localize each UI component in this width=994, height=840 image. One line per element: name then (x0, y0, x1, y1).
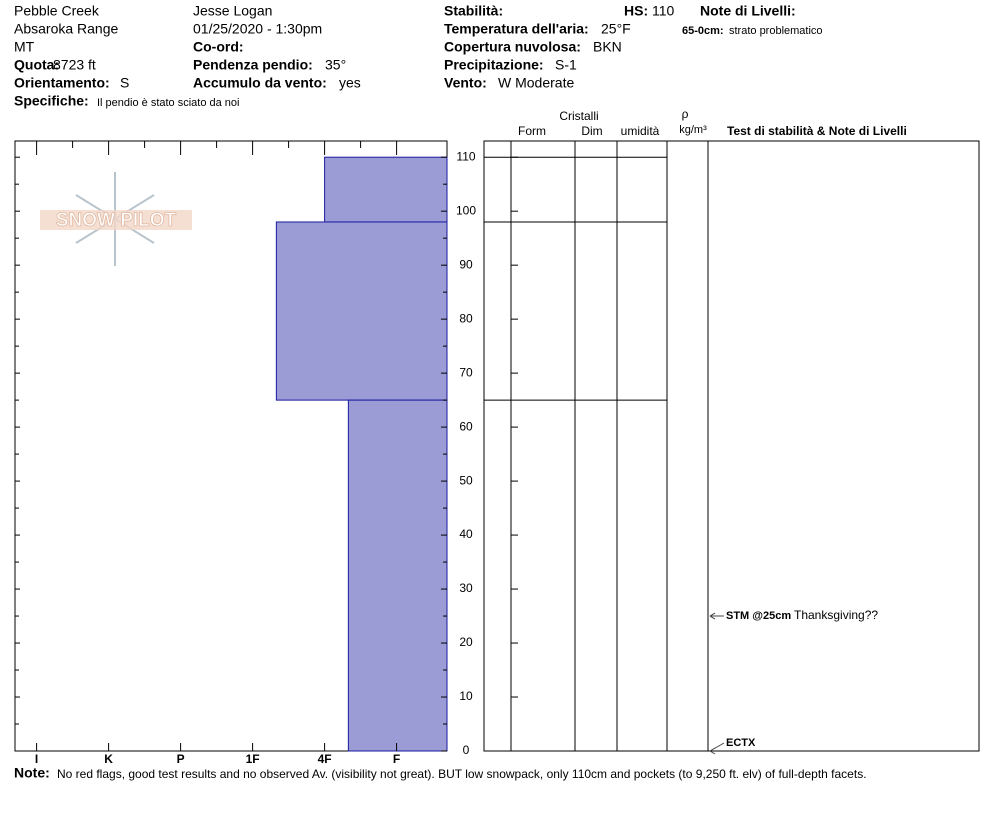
column-header: Test di stabilità & Note di Livelli (727, 124, 907, 138)
y-tick-label: 70 (459, 365, 473, 379)
label: HS: (624, 3, 648, 19)
value: strato problematico (729, 25, 823, 37)
label: 65-0cm: (682, 25, 724, 37)
range: Absaroka Range (14, 21, 119, 37)
column-header: ρ (682, 107, 689, 121)
y-tick-label: 10 (459, 689, 473, 703)
x-tick-label: F (393, 752, 400, 766)
value: BKN (593, 39, 622, 55)
datetime: 01/25/2020 - 1:30pm (193, 21, 322, 37)
label: Note di Livelli: (700, 3, 796, 19)
state: MT (14, 39, 35, 55)
y-tick-label: 50 (459, 473, 473, 487)
label: Quota: (14, 57, 59, 73)
column-header: Dim (581, 124, 602, 138)
value: yes (339, 75, 361, 91)
y-tick-label: 90 (459, 257, 473, 271)
label: Temperatura dell'aria: (444, 21, 589, 37)
value: 110 (652, 3, 675, 19)
note: No red flags, good test results and no o… (57, 767, 867, 781)
value: 35° (325, 57, 346, 73)
layer-bar (324, 156, 448, 223)
test-note: Thanksgiving?? (794, 608, 878, 622)
column-header: umidità (621, 124, 660, 138)
label: Pendenza pendio: (193, 57, 313, 73)
label: Orientamento: (14, 75, 110, 91)
layer-panel (483, 140, 980, 752)
label: Specifiche: (14, 93, 89, 109)
logo-band (40, 210, 192, 230)
column-header: Form (518, 124, 546, 138)
x-tick-label: P (177, 752, 185, 766)
label: Accumulo da vento: (193, 75, 327, 91)
x-tick-label: K (104, 752, 113, 766)
label: Note: (14, 765, 50, 781)
location: Pebble Creek (14, 3, 100, 19)
column-header: kg/m³ (679, 124, 707, 136)
logo-text: SNOW PILOT (56, 210, 177, 231)
value: 8723 ft (53, 57, 96, 73)
y-tick-label: 40 (459, 527, 473, 541)
x-tick-label: I (35, 752, 38, 766)
y-tick-label: 0 (463, 743, 470, 757)
value: Il pendio è stato sciato da noi (97, 97, 239, 109)
column-header: Cristalli (559, 109, 598, 123)
column-dividers (510, 141, 709, 751)
y-tick-label: 20 (459, 635, 473, 649)
value: W Moderate (498, 75, 574, 91)
label: Precipitazione: (444, 57, 544, 73)
test-arrow (709, 742, 725, 755)
x-tick-label: 1F (246, 752, 260, 766)
x-tick-label: 4F (318, 752, 332, 766)
value: S (120, 75, 129, 91)
label: Vento: (444, 75, 487, 91)
test-label: ECTX (726, 737, 756, 749)
label: Co-ord: (193, 39, 244, 55)
label: Stabilità: (444, 3, 503, 19)
layer-bar (275, 221, 448, 401)
label: Copertura nuvolosa: (444, 39, 581, 55)
y-tick-label: 110 (456, 149, 475, 163)
value: S-1 (555, 57, 577, 73)
observer: Jesse Logan (193, 3, 272, 19)
value: 25°F (601, 21, 631, 37)
layer-bar (347, 399, 448, 752)
y-tick-label: 30 (459, 581, 473, 595)
test-arrow (709, 612, 724, 620)
y-tick-label: 100 (456, 203, 476, 217)
y-tick-label: 60 (459, 419, 473, 433)
y-tick-label: 80 (459, 311, 473, 325)
test-label: STM @25cm (726, 610, 791, 622)
